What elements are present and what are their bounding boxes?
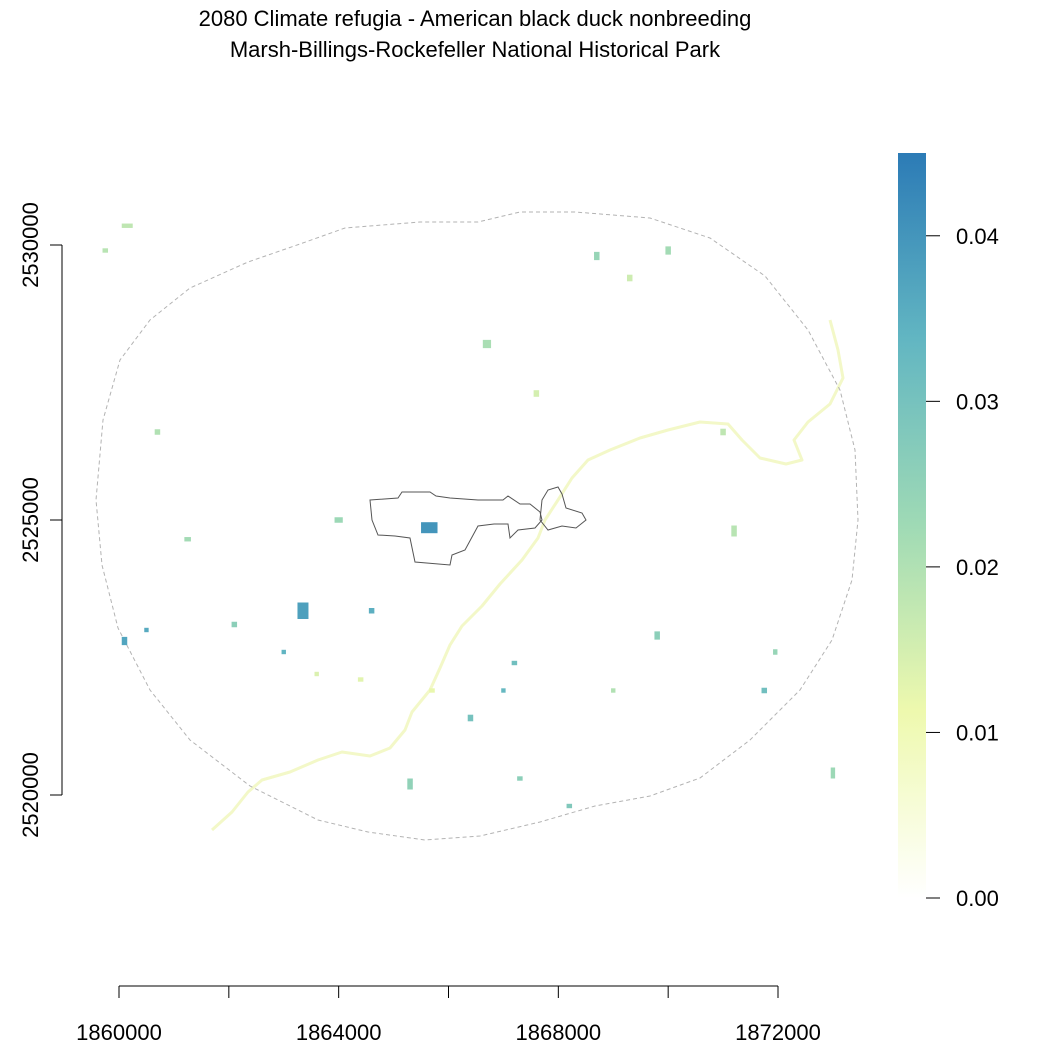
raster-cell	[184, 537, 191, 542]
legend-tick-label: 0.00	[956, 886, 999, 911]
legend-colorbar	[898, 153, 926, 898]
raster-cell	[566, 803, 573, 809]
legend-tick-label: 0.02	[956, 555, 999, 580]
chart-title-line-1: 2080 Climate refugia - American black du…	[198, 6, 752, 31]
raster-cell	[281, 649, 286, 655]
y-tick-label: 2525000	[18, 477, 43, 563]
x-axis: 1860000 1864000 1868000 1872000	[76, 985, 821, 1045]
raster-cell	[102, 248, 109, 253]
raster-cell	[154, 429, 161, 435]
y-tick-label: 2520000	[18, 752, 43, 838]
raster-cell	[611, 688, 616, 693]
raster-cell	[357, 677, 364, 682]
legend-tick-label: 0.04	[956, 224, 999, 249]
raster-cell	[121, 636, 128, 646]
raster-cell	[368, 608, 375, 614]
raster-cell	[517, 776, 523, 781]
raster-cell	[533, 390, 540, 397]
legend-ticks: 0.00 0.01 0.02 0.03 0.04	[926, 224, 999, 911]
x-tick-label: 1868000	[516, 1020, 602, 1045]
raster-cell	[334, 517, 343, 523]
raster-cell	[297, 602, 309, 619]
raster-cell	[121, 223, 133, 228]
raster-cell	[407, 778, 413, 790]
y-tick-label: 2530000	[18, 202, 43, 288]
raster-cell	[429, 688, 435, 693]
chart-title-line-2: Marsh-Billings-Rockefeller National Hist…	[229, 37, 721, 62]
raster-cell	[511, 660, 518, 666]
raster-cell	[482, 339, 492, 349]
river-line	[210, 319, 845, 832]
raster-cell	[314, 671, 319, 677]
raster-cell	[467, 714, 474, 722]
raster-cell	[773, 649, 778, 655]
park-boundary	[369, 491, 543, 566]
raster-cell	[421, 522, 438, 534]
raster-cell	[731, 525, 737, 537]
x-tick-label: 1864000	[296, 1020, 382, 1045]
legend-tick-label: 0.01	[956, 720, 999, 745]
raster-cell	[231, 621, 238, 628]
raster-cell	[626, 274, 633, 282]
x-tick-label: 1872000	[735, 1020, 821, 1045]
raster-cell	[594, 251, 600, 261]
park-boundary-east-unit	[539, 486, 587, 531]
y-axis: 2520000 2525000 2530000	[18, 202, 63, 838]
raster-cell	[720, 428, 726, 436]
raster-cell	[761, 687, 768, 694]
raster-cell	[144, 627, 149, 633]
buffer-outline	[95, 211, 859, 841]
raster-cell	[654, 631, 660, 640]
x-tick-label: 1860000	[76, 1020, 162, 1045]
raster-cells	[102, 223, 836, 809]
raster-cell	[665, 246, 671, 255]
legend-tick-label: 0.03	[956, 389, 999, 414]
raster-cell	[501, 688, 506, 693]
raster-cell	[830, 767, 836, 779]
